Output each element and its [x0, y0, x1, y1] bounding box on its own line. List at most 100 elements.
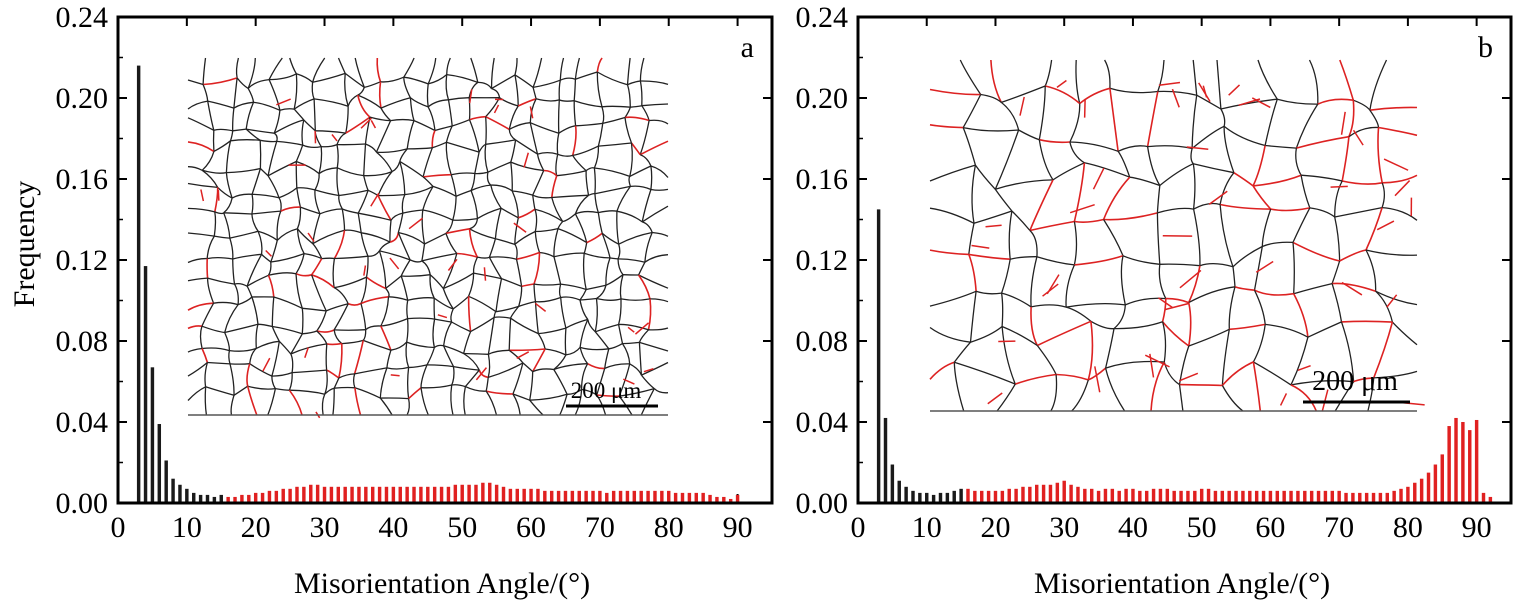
- bar: [633, 491, 636, 503]
- inset-grain-map: 200 μm: [930, 60, 1425, 411]
- scale-bar-label: 200 μm: [571, 378, 642, 403]
- bar: [1468, 430, 1471, 503]
- twin-boundary: [1342, 321, 1393, 322]
- bar: [1358, 493, 1361, 503]
- bar: [392, 487, 395, 503]
- bar: [282, 489, 285, 503]
- bar: [1001, 491, 1004, 503]
- bar: [1076, 487, 1079, 503]
- bar: [619, 491, 622, 503]
- bar: [1193, 491, 1196, 503]
- bar: [701, 493, 704, 503]
- scale-bar-label: 200 μm: [1312, 366, 1398, 397]
- twin-boundary: [207, 259, 208, 279]
- bar: [904, 487, 907, 503]
- bar: [1179, 491, 1182, 503]
- bar: [1083, 489, 1086, 503]
- bar: [399, 487, 402, 503]
- bar: [481, 483, 484, 503]
- bar: [295, 487, 298, 503]
- y-tick-label: 0.16: [56, 163, 109, 196]
- x-tick-label: 50: [1187, 511, 1217, 544]
- bar: [309, 485, 312, 503]
- bar: [1159, 489, 1162, 503]
- y-tick-label: 0.04: [796, 406, 849, 439]
- bar: [447, 487, 450, 503]
- bar: [877, 209, 880, 503]
- grain-boundary: [565, 328, 566, 355]
- bar: [1427, 473, 1430, 503]
- bar: [591, 491, 594, 503]
- bar: [994, 491, 997, 503]
- bar: [1282, 491, 1285, 503]
- bar: [939, 493, 942, 503]
- bar: [330, 487, 333, 503]
- bar: [275, 491, 278, 503]
- bar: [1289, 491, 1292, 503]
- bar: [1441, 454, 1444, 503]
- bar: [973, 491, 976, 503]
- y-tick-label: 0.20: [796, 82, 849, 115]
- bar: [316, 485, 319, 503]
- bar: [268, 491, 271, 503]
- bar: [911, 491, 914, 503]
- bar: [1214, 491, 1217, 503]
- y-tick-label: 0.00: [796, 487, 849, 520]
- bar: [639, 491, 642, 503]
- bar: [612, 491, 615, 503]
- bar: [1014, 489, 1017, 503]
- bar: [695, 493, 698, 503]
- bar: [261, 493, 264, 503]
- bar: [1269, 491, 1272, 503]
- bar: [1131, 489, 1134, 503]
- bar: [543, 491, 546, 503]
- bar: [1117, 491, 1120, 503]
- bar: [495, 485, 498, 503]
- bar: [144, 266, 147, 503]
- bar: [660, 491, 663, 503]
- bar: [653, 491, 656, 503]
- bar: [674, 493, 677, 503]
- bar: [1152, 489, 1155, 503]
- grain-boundary: [486, 117, 487, 145]
- bar: [1310, 491, 1313, 503]
- x-axis-label: Misorientation Angle/(°): [294, 567, 590, 600]
- bar: [1090, 489, 1093, 503]
- bar: [1365, 493, 1368, 503]
- bar: [426, 487, 429, 503]
- bar: [1062, 481, 1065, 503]
- bar: [171, 479, 174, 503]
- grain-boundary: [380, 398, 408, 399]
- bar: [946, 493, 949, 503]
- twin-boundary: [1180, 385, 1223, 386]
- bar: [1482, 493, 1485, 503]
- bar: [898, 481, 901, 503]
- y-tick-label: 0.12: [56, 244, 109, 277]
- x-tick-label: 30: [1049, 511, 1079, 544]
- bar: [164, 460, 167, 503]
- bar: [288, 489, 291, 503]
- bar: [1399, 489, 1402, 503]
- bar: [918, 493, 921, 503]
- bar: [1372, 493, 1375, 503]
- x-tick-label: 50: [447, 511, 477, 544]
- bar: [681, 493, 684, 503]
- bar: [1186, 491, 1189, 503]
- bar: [1344, 493, 1347, 503]
- bar: [1234, 491, 1237, 503]
- bar: [192, 493, 195, 503]
- bar: [1145, 491, 1148, 503]
- grain-boundary: [337, 144, 366, 145]
- bar: [688, 493, 691, 503]
- bar: [987, 491, 990, 503]
- bar: [137, 66, 140, 503]
- bar: [1392, 491, 1395, 503]
- bar: [1200, 489, 1203, 503]
- bar: [605, 493, 608, 503]
- bar: [405, 487, 408, 503]
- bar: [1317, 491, 1320, 503]
- x-tick-label: 30: [310, 511, 340, 544]
- bar: [584, 491, 587, 503]
